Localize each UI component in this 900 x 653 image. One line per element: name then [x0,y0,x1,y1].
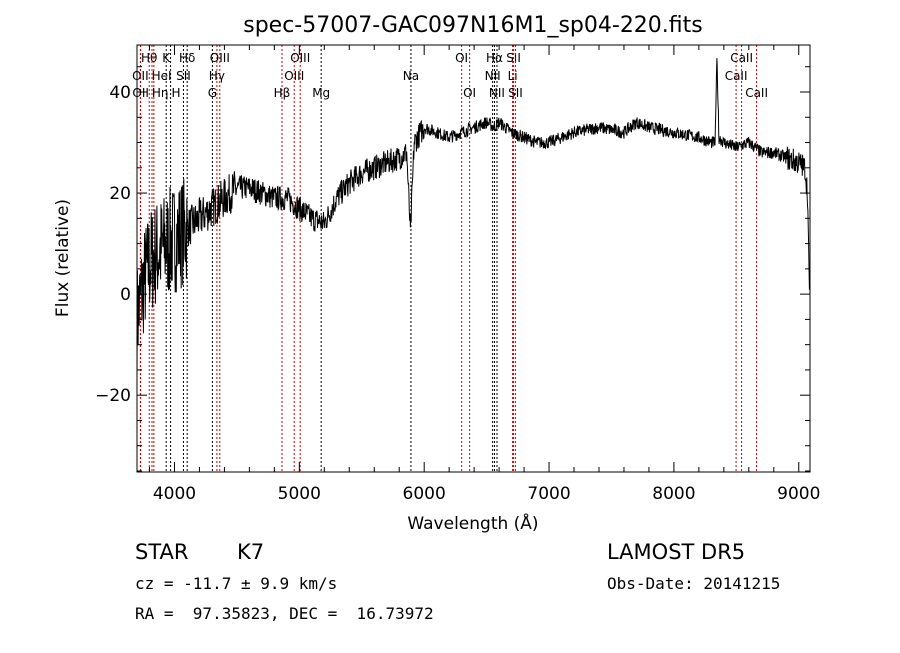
x-tick-label: 9000 [777,484,820,504]
line-label: Mg [312,86,330,100]
obs-date: Obs-Date: 20141215 [607,574,781,593]
line-label: OIII [290,51,310,65]
line-label: OI [463,86,476,100]
line-label: OIII [284,69,304,83]
line-label: Hθ [141,51,157,65]
line-label: CaII [730,51,753,65]
x-axis-label: Wavelength (Å) [407,512,538,534]
y-tick-label: 0 [120,285,131,305]
subclass: K7 [237,540,265,564]
plot-frame [136,44,811,473]
line-label: CaII [745,86,768,100]
line-label: SII [508,86,523,100]
line-label: G [208,86,217,100]
line-label: Hη [152,86,169,100]
y-tick-label: 40 [109,83,131,103]
line-label: K [162,51,171,65]
y-axis-label: Flux (relative) [53,199,73,317]
line-label: Hβ [274,86,291,100]
x-tick-label: 4000 [153,484,196,504]
line-label: OI [455,51,468,65]
line-label: CaII [725,69,748,83]
line-label: SII [176,69,191,83]
line-label: NII [485,69,501,83]
velocity-text: cz = -11.7 ± 9.9 km/s [135,574,338,593]
line-label: OII [132,86,149,100]
x-tick-label: 7000 [527,484,570,504]
x-tick-label: 8000 [652,484,695,504]
line-label: Hγ [209,69,225,83]
x-tick-label: 5000 [278,484,321,504]
line-label: Na [403,69,419,83]
object-class: STAR [135,540,189,564]
x-tick-label: 6000 [403,484,446,504]
spectrum-line [136,58,810,376]
survey-label: LAMOST DR5 [607,540,746,564]
line-label: HeI [152,69,172,83]
chart-title: spec-57007-GAC097N16M1_sp04-220.fits [243,13,703,38]
line-label: H [172,86,181,100]
line-label: NII [489,86,505,100]
line-label: OIII [210,51,230,65]
y-tick-label: 20 [109,184,131,204]
line-label: OII [132,69,149,83]
line-label: Li [508,69,518,83]
line-label: Hδ [179,51,195,65]
line-label: SII [506,51,521,65]
coordinates: RA = 97.35823, DEC = 16.73972 [135,604,434,623]
y-tick-label: −20 [95,386,131,406]
line-label: Hα [486,51,503,65]
